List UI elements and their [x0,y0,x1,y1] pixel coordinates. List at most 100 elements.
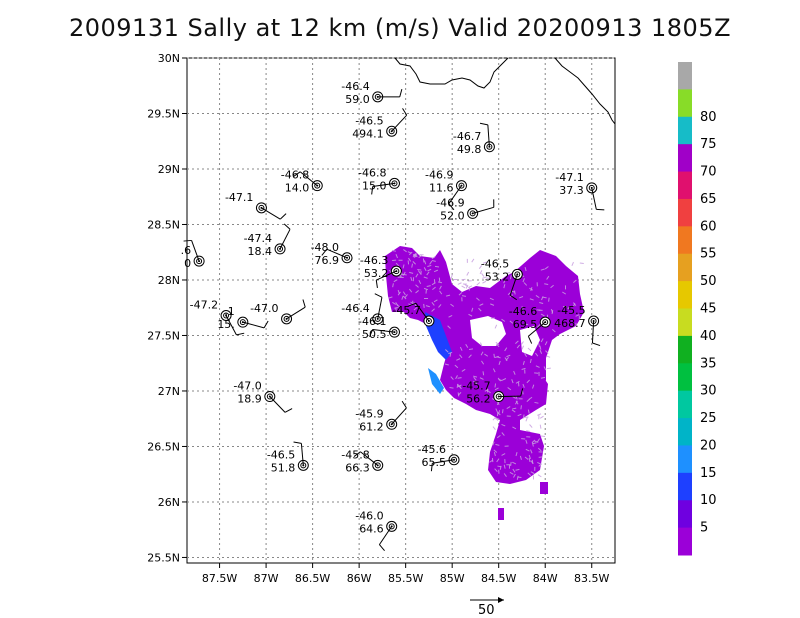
vector-streak [450,303,455,307]
observation-ring-inner [458,182,465,189]
observation-ring-inner [283,315,290,322]
observation-ring-inner [277,245,284,252]
observation-ring-inner [588,184,595,191]
vector-streak [516,344,521,349]
vector-streak [530,460,534,464]
observation-speed-label: 53.2 [485,270,510,283]
observation-marker: -46.814.0 [281,169,323,195]
vector-streak [525,417,528,422]
observation-ring-inner [388,421,395,428]
vector-streak [481,360,485,365]
vector-streak [498,379,503,382]
vector-streak [457,377,462,379]
vector-streak [529,358,532,364]
vector-streak [531,442,534,447]
vector-streak [449,387,454,389]
vector-streak [548,297,550,302]
vector-streak [562,291,566,295]
observation-speed-label: 18.9 [237,393,262,406]
wind-barb-shaft [391,114,408,132]
colorbar-swatch [678,62,692,90]
x-axis-ticks: 87.5W 87W 86.5W 86W 85.5W 85W 84.5W 84W 83.5W [202,563,610,585]
vector-streak [465,284,469,289]
vector-streak [486,277,491,279]
vector-streak [394,306,399,309]
vector-streak [517,413,522,417]
vector-streak [413,306,418,311]
wind-barb-flag [592,342,601,347]
vector-streak [539,415,544,419]
observation-ring-inner [374,462,381,469]
vector-streak [476,282,481,286]
vector-streak [472,375,478,378]
wind-barb-flag [293,441,302,444]
observation-ring-inner [425,318,432,325]
vector-streak [524,353,528,358]
vector-streak [506,354,511,358]
observation-speed-label: 14.0 [285,182,310,195]
wind-barb-flag [401,400,407,409]
observation-marker: -47.018.9 [233,380,293,413]
vector-streak [493,451,496,457]
observation-marker: -46.353.2 [360,254,402,289]
observation-temp-label: -46.5 [267,448,295,461]
vector-streak [531,439,536,443]
vector-streak [510,461,512,466]
colorbar-swatch [678,418,692,446]
y-tick-label: 26.5N [147,440,180,453]
observation-temp-label: -46.7 [453,130,481,143]
wind-barb-flag [448,203,455,211]
observation-speed-label: 59.0 [345,93,370,106]
coastline-path [394,57,616,125]
vector-streak [468,313,473,317]
observation-speed-label: 11.6 [429,182,454,195]
wind-barb-flag [283,223,291,230]
colorbar-swatch [678,89,692,118]
vector-streak [506,406,511,409]
wind-region-hole [470,316,506,346]
vector-streak [426,285,431,287]
vector-streak [535,365,540,368]
wind-barb-flag [379,544,385,552]
wind-barb-shaft [372,328,395,333]
observation-speed-label: 0 [184,257,191,270]
reference-vector-label: 50 [478,603,495,618]
wind-barb-shaft [378,526,393,545]
wind-barb-shaft [269,396,286,413]
vector-streak [471,258,475,263]
vector-streak [535,352,539,357]
observation-ring-inner [344,254,351,261]
vector-streak [484,353,489,357]
observation-marker: -47.0 [250,299,306,325]
observation-temp-label: -47.1 [555,171,583,184]
wind-barb-flag [402,108,408,116]
observation-ring-inner [196,258,203,265]
wind-barb-flag [293,171,301,177]
observation-speed-label: 65.5 [422,456,447,469]
observation-temp-label: -47.4 [244,232,272,245]
vector-streak [484,388,489,392]
vector-streak [494,383,497,388]
vector-streak [413,253,418,256]
wind-barb-shaft [487,124,490,147]
wind-barb-flag [479,122,488,126]
vector-streak [522,360,525,366]
vector-streak [550,284,554,289]
observation-speed-label: 15. [217,318,235,331]
vector-streak [461,295,467,297]
colorbar-label: 60 [700,219,717,234]
observation-temp-label: -48.0 [311,241,339,254]
vector-streak [543,366,547,371]
colorbar-label: 50 [700,274,717,289]
observation-marker: -46.064.6 [355,509,398,552]
observation-marker: -46.459.0 [341,80,403,106]
x-tick-label: 87W [254,572,279,585]
wind-barb-flag [263,320,269,329]
vector-streak [520,341,524,346]
vector-streak [501,453,506,456]
vector-streak [494,387,499,391]
vector-streak [503,464,506,469]
wind-barb-flag [527,336,533,344]
vector-streak [450,376,454,380]
